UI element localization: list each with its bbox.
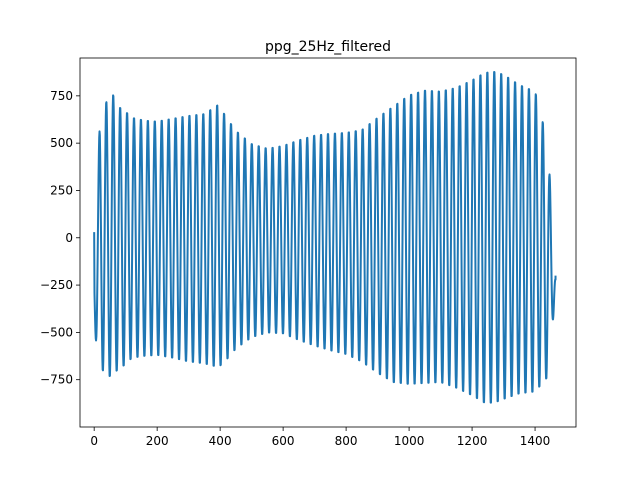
axes-frame: [79, 57, 577, 428]
plot-area: [93, 71, 557, 404]
y-tick-label: −500: [40, 325, 73, 339]
y-tick-label: 500: [50, 136, 73, 150]
y-axis: −750 −500 −250 0 250 500 750: [40, 89, 80, 387]
x-tick-label: 1400: [520, 434, 551, 448]
y-tick-label: 250: [50, 183, 73, 197]
x-tick-label: 1200: [457, 434, 488, 448]
x-tick-label: 200: [146, 434, 169, 448]
x-tick-label: 400: [209, 434, 232, 448]
series-line: [93, 71, 557, 404]
x-tick-label: 0: [90, 434, 98, 448]
y-tick-label: 0: [65, 231, 73, 245]
x-tick-label: 1000: [394, 434, 425, 448]
x-tick-label: 800: [335, 434, 358, 448]
x-axis: 0 200 400 600 800 1000 1200 1400: [90, 427, 550, 448]
y-tick-label: 750: [50, 89, 73, 103]
x-tick-label: 600: [272, 434, 295, 448]
y-tick-label: −250: [40, 278, 73, 292]
y-tick-label: −750: [40, 373, 73, 387]
chart-title: ppg_25Hz_filtered: [265, 39, 391, 55]
